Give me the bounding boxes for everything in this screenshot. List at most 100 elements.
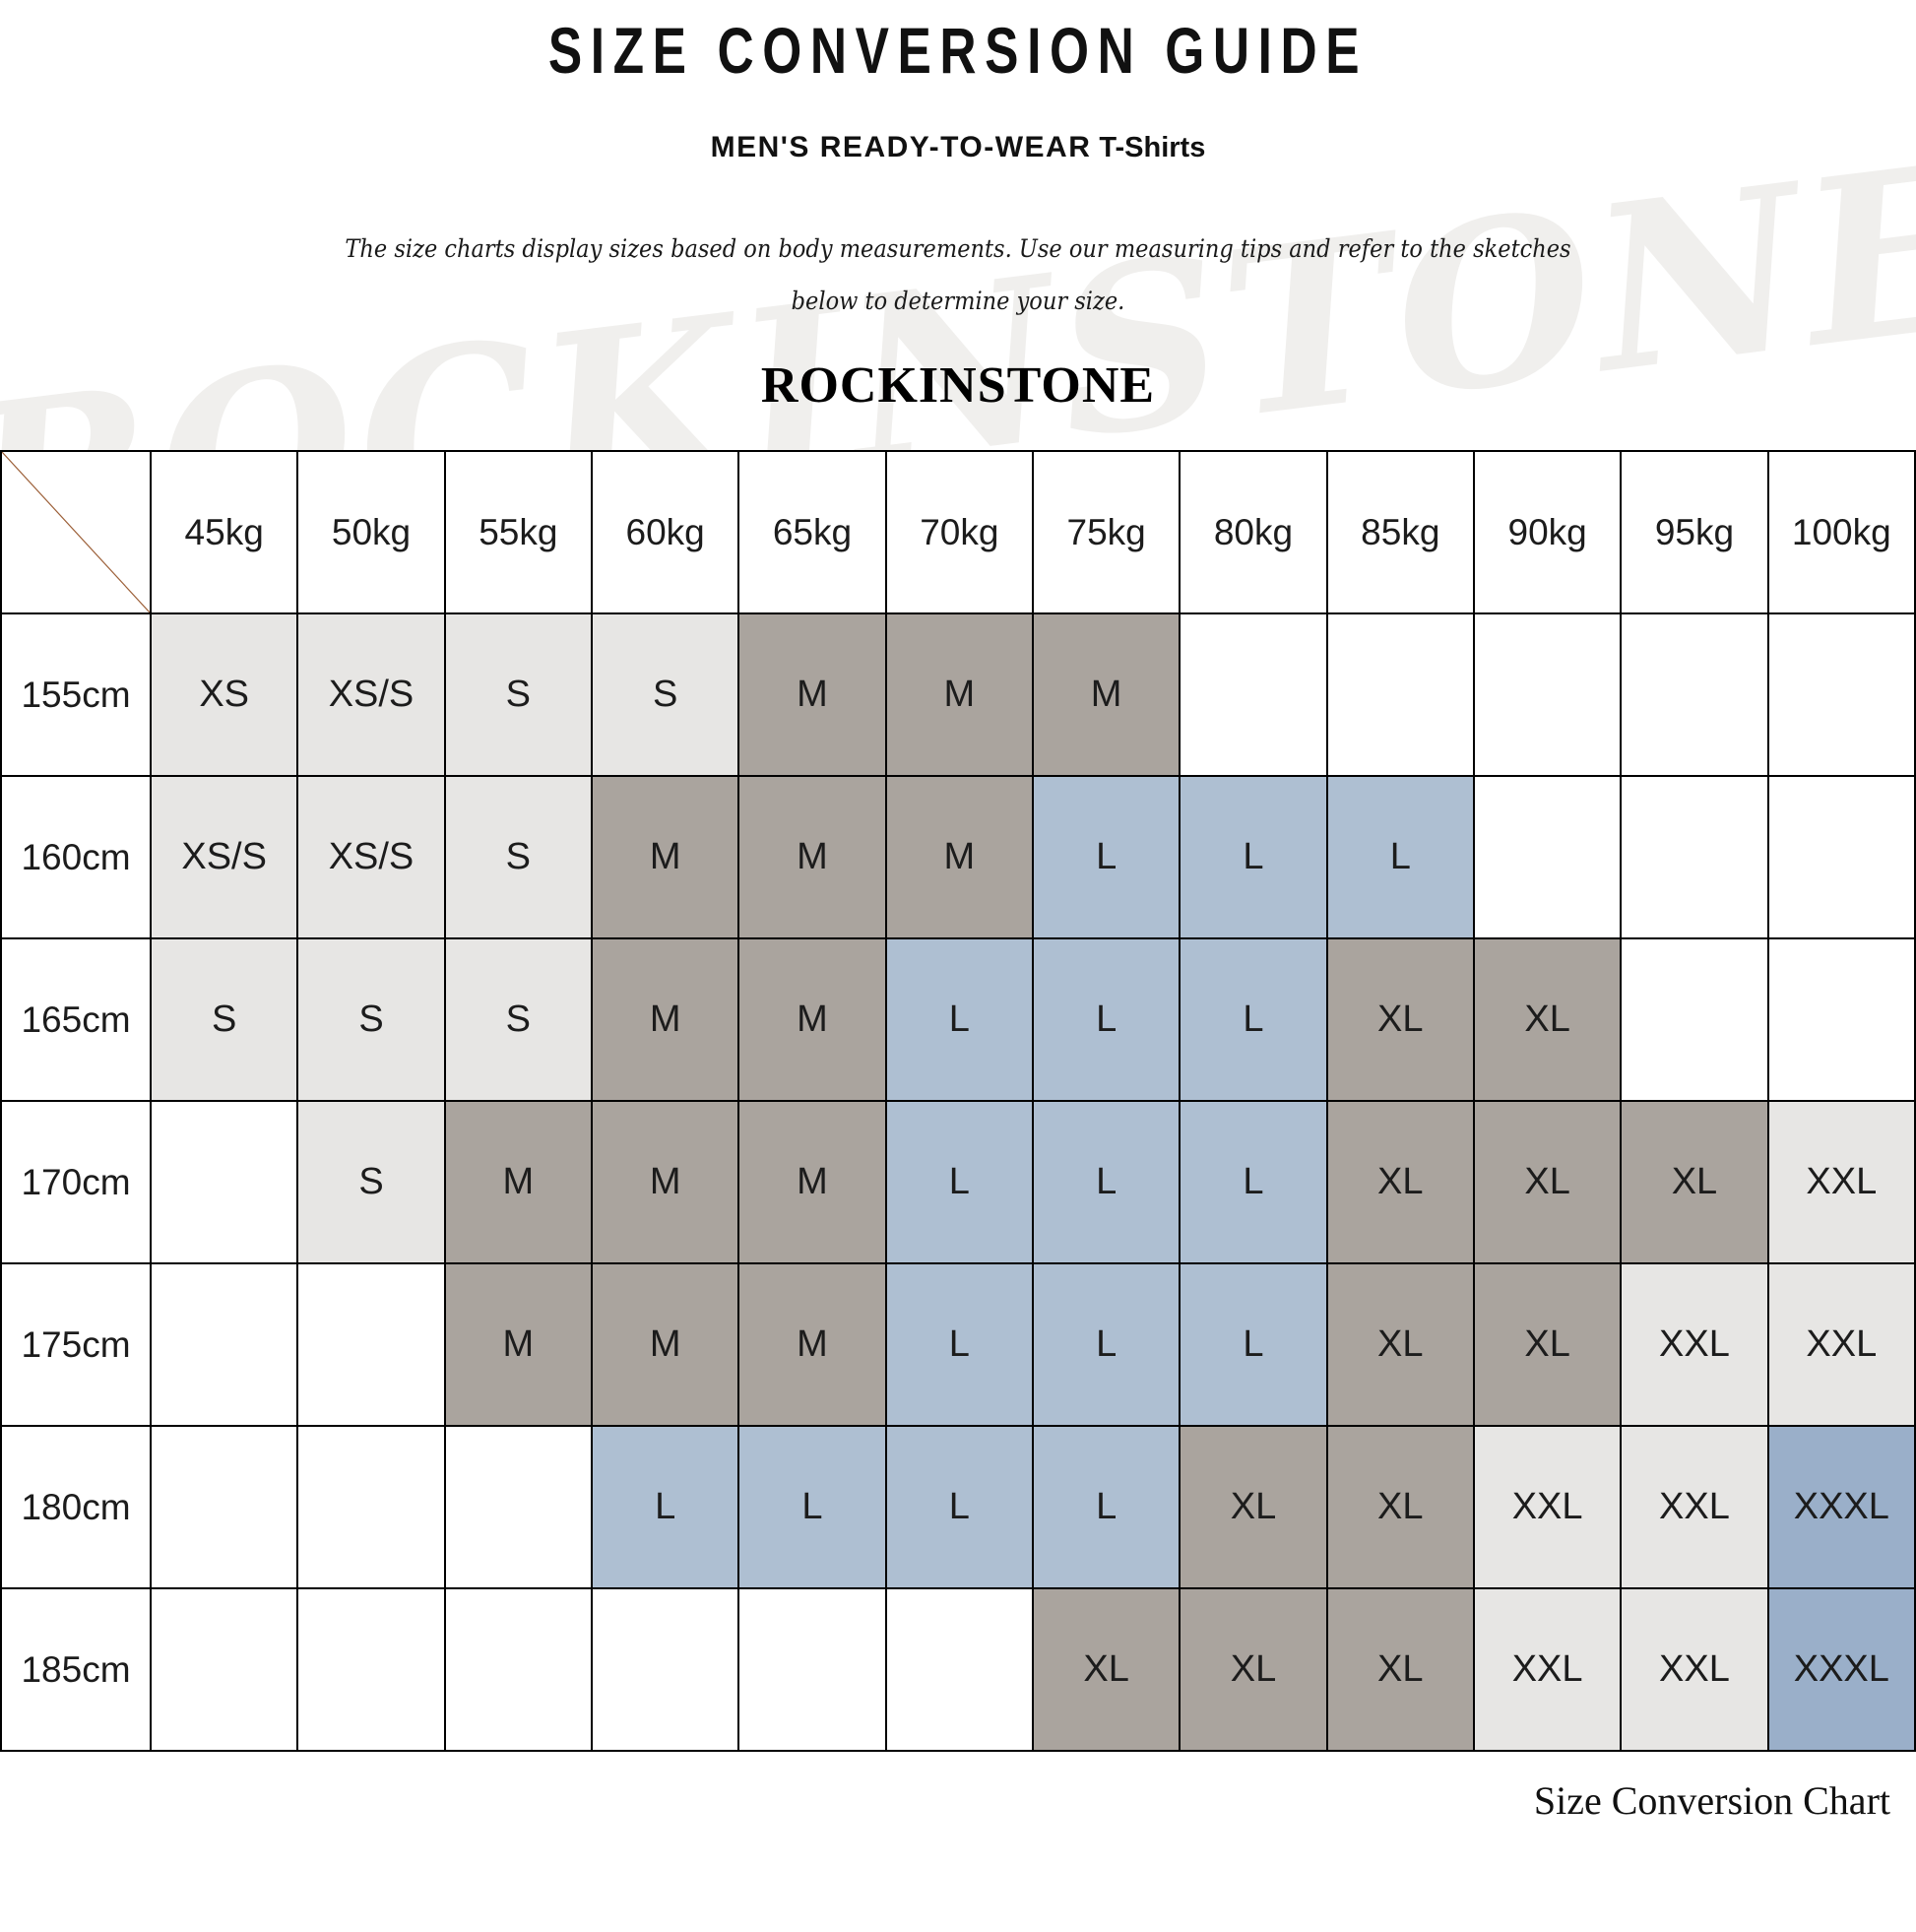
- size-cell: XXL: [1766, 1100, 1916, 1265]
- size-cell-empty: [1472, 775, 1623, 940]
- subtitle-category: MEN'S READY-TO-WEAR: [710, 131, 1092, 164]
- column-header-weight: 90kg: [1472, 450, 1623, 615]
- page-header: SIZE CONVERSION GUIDE MEN'S READY-TO-WEA…: [0, 14, 1916, 415]
- size-cell: L: [884, 937, 1034, 1103]
- size-cell: XL: [1620, 1100, 1769, 1265]
- size-cell: M: [590, 1100, 740, 1265]
- size-cell-empty: [1766, 612, 1916, 778]
- size-cell: S: [149, 937, 299, 1103]
- size-cell: S: [296, 937, 446, 1103]
- brand-name: ROCKINSTONE: [760, 357, 1156, 415]
- table-row: 170cm S M M M L L L XL XL XL XXL: [0, 1100, 1916, 1265]
- diagonal-divider-icon: [2, 452, 150, 612]
- column-header-weight: 75kg: [1031, 450, 1182, 615]
- size-cell-empty: [1179, 612, 1328, 778]
- size-cell: XL: [1179, 1587, 1328, 1753]
- size-cell: L: [884, 1262, 1034, 1428]
- size-cell: S: [443, 612, 593, 778]
- size-cell: L: [1179, 1100, 1328, 1265]
- size-cell: XL: [1325, 937, 1475, 1103]
- size-cell: M: [737, 1100, 887, 1265]
- size-cell: L: [1325, 775, 1475, 940]
- size-cell: XL: [1325, 1262, 1475, 1428]
- size-cell-empty: [1620, 612, 1769, 778]
- size-cell: M: [590, 775, 740, 940]
- size-cell-empty: [1472, 612, 1623, 778]
- size-cell: M: [590, 937, 740, 1103]
- table-header-row: 45kg 50kg 55kg 60kg 65kg 70kg 75kg 80kg 85kg 90kg…: [0, 450, 1916, 615]
- size-cell: S: [296, 1100, 446, 1265]
- size-cell: L: [737, 1425, 887, 1590]
- column-header-weight: 70kg: [884, 450, 1034, 615]
- corner-diagonal-cell: [0, 450, 152, 615]
- size-cell: L: [1179, 1262, 1328, 1428]
- table-row: 175cm M M M L L L XL XL XXL XXL: [0, 1262, 1916, 1428]
- size-cell: M: [737, 612, 887, 778]
- size-cell-empty: [1766, 775, 1916, 940]
- column-header-weight: 45kg: [149, 450, 299, 615]
- size-cell: XL: [1325, 1425, 1475, 1590]
- size-cell: XXXL: [1766, 1587, 1916, 1753]
- size-cell: S: [443, 937, 593, 1103]
- page-title: SIZE CONVERSION GUIDE: [547, 14, 1369, 87]
- size-cell-empty: [149, 1587, 299, 1753]
- size-cell: M: [884, 612, 1034, 778]
- column-header-weight: 100kg: [1766, 450, 1916, 615]
- size-cell-empty: [149, 1425, 299, 1590]
- page-subtitle: MEN'S READY-TO-WEAR T-Shirts: [0, 131, 1916, 164]
- column-header-weight: 65kg: [737, 450, 887, 615]
- column-header-weight: 50kg: [296, 450, 446, 615]
- column-header-weight: 85kg: [1325, 450, 1475, 615]
- size-cell: M: [737, 937, 887, 1103]
- size-conversion-table: 45kg 50kg 55kg 60kg 65kg 70kg 75kg 80kg 85kg 90kg…: [0, 450, 1916, 1753]
- size-cell: L: [884, 1425, 1034, 1590]
- table-row: 185cm XL XL XL XXL XXL XXXL: [0, 1587, 1916, 1753]
- size-cell: M: [590, 1262, 740, 1428]
- size-cell: XL: [1472, 1100, 1623, 1265]
- column-header-weight: 80kg: [1179, 450, 1328, 615]
- column-header-weight: 55kg: [443, 450, 593, 615]
- size-cell: M: [884, 775, 1034, 940]
- size-cell-empty: [443, 1587, 593, 1753]
- size-cell: XS/S: [296, 775, 446, 940]
- column-header-weight: 95kg: [1620, 450, 1769, 615]
- description-text: The size charts display sizes based on b…: [345, 234, 1571, 315]
- size-cell-empty: [149, 1100, 299, 1265]
- size-cell: M: [1031, 612, 1182, 778]
- size-cell: XL: [1472, 937, 1623, 1103]
- size-cell-empty: [1766, 937, 1916, 1103]
- size-cell-empty: [884, 1587, 1034, 1753]
- size-conversion-page: SIZE CONVERSION GUIDE MEN'S READY-TO-WEA…: [0, 14, 1916, 1824]
- size-cell: L: [1179, 775, 1328, 940]
- row-header-height: 185cm: [0, 1587, 152, 1753]
- table-row: 180cm L L L L XL XL XXL XXL XXXL: [0, 1425, 1916, 1590]
- size-cell: XS/S: [296, 612, 446, 778]
- size-cell: M: [737, 775, 887, 940]
- row-header-height: 165cm: [0, 937, 152, 1103]
- size-cell-empty: [590, 1587, 740, 1753]
- row-header-height: 180cm: [0, 1425, 152, 1590]
- size-cell: M: [443, 1262, 593, 1428]
- size-cell: XL: [1031, 1587, 1182, 1753]
- size-cell-empty: [1620, 775, 1769, 940]
- footer-caption: Size Conversion Chart: [1533, 1778, 1890, 1824]
- table-row: 155cm XS XS/S S S M M M: [0, 612, 1916, 778]
- size-cell: L: [1031, 775, 1182, 940]
- size-cell-empty: [296, 1425, 446, 1590]
- size-cell: XL: [1179, 1425, 1328, 1590]
- size-cell: XL: [1472, 1262, 1623, 1428]
- size-cell: XXXL: [1766, 1425, 1916, 1590]
- size-cell: L: [590, 1425, 740, 1590]
- size-cell: L: [1031, 1262, 1182, 1428]
- size-cell: L: [1031, 1425, 1182, 1590]
- size-cell-empty: [296, 1587, 446, 1753]
- size-cell: XXL: [1620, 1262, 1769, 1428]
- size-cell-empty: [443, 1425, 593, 1590]
- size-cell: S: [443, 775, 593, 940]
- row-header-height: 155cm: [0, 612, 152, 778]
- size-cell-empty: [1325, 612, 1475, 778]
- size-cell: XS/S: [149, 775, 299, 940]
- size-cell-empty: [1620, 937, 1769, 1103]
- size-cell: L: [884, 1100, 1034, 1265]
- column-header-weight: 60kg: [590, 450, 740, 615]
